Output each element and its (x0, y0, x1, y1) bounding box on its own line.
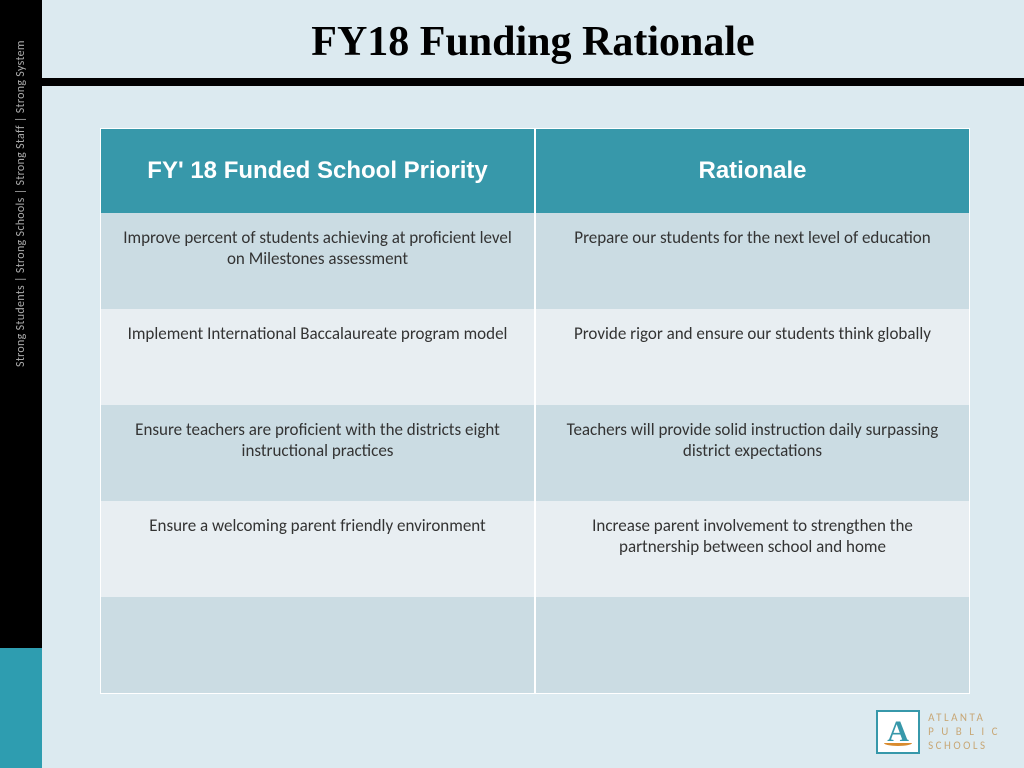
table-row: Ensure a welcoming parent friendly envir… (101, 501, 969, 597)
table-row: Ensure teachers are proficient with the … (101, 405, 969, 501)
logo-line2: P U B L I C (928, 725, 1000, 739)
col-rationale: Rationale (536, 129, 969, 213)
table-cell: Ensure a welcoming parent friendly envir… (101, 501, 536, 597)
funding-table: FY' 18 Funded School Priority Rationale … (100, 128, 970, 694)
table-row: Implement International Baccalaureate pr… (101, 309, 969, 405)
table-cell: Improve percent of students achieving at… (101, 213, 536, 309)
table-row: Improve percent of students achieving at… (101, 213, 969, 309)
page-title: FY18 Funding Rationale (42, 18, 1024, 66)
logo-line3: SCHOOLS (928, 739, 1000, 753)
logo-line1: ATLANTA (928, 711, 1000, 725)
aps-logo: A ATLANTA P U B L I C SCHOOLS (876, 710, 1000, 754)
col-priority: FY' 18 Funded School Priority (101, 129, 536, 213)
table-cell: Ensure teachers are proficient with the … (101, 405, 536, 501)
table-cell: Prepare our students for the next level … (536, 213, 969, 309)
logo-text: ATLANTA P U B L I C SCHOOLS (928, 711, 1000, 752)
table-cell: Teachers will provide solid instruction … (536, 405, 969, 501)
tagline: Strong Students | Strong Schools | Stron… (14, 40, 28, 367)
table-cell (536, 597, 969, 693)
table-cell: Implement International Baccalaureate pr… (101, 309, 536, 405)
table-cell (101, 597, 536, 693)
logo-mark: A (876, 710, 920, 754)
left-bar-accent (0, 648, 42, 768)
logo-swoosh-icon (884, 740, 912, 746)
table-cell: Increase parent involvement to strengthe… (536, 501, 969, 597)
table-cell: Provide rigor and ensure our students th… (536, 309, 969, 405)
title-rule (42, 78, 1024, 86)
table-row (101, 597, 969, 693)
table-header: FY' 18 Funded School Priority Rationale (101, 129, 969, 213)
